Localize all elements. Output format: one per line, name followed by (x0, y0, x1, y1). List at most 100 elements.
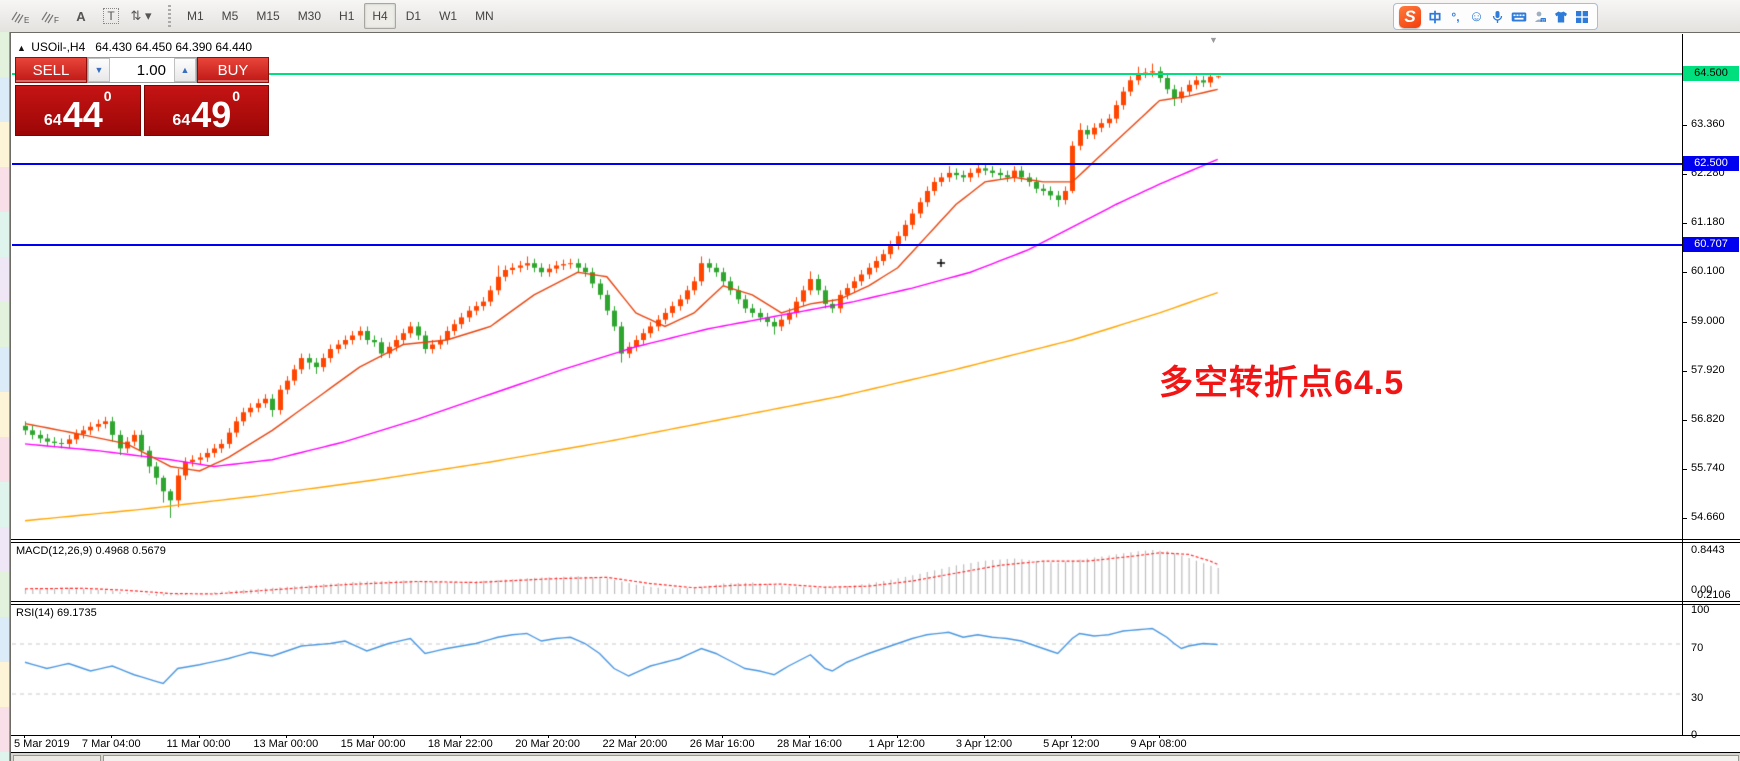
date-label: 22 Mar 20:00 (602, 738, 668, 750)
timeframe-button-w1[interactable]: W1 (439, 9, 458, 23)
buy-button[interactable]: BUY (197, 57, 269, 83)
svg-text:12: 12 (1541, 18, 1545, 22)
price-tick-label: 59.000 (1691, 314, 1725, 327)
date-label: 28 Mar 16:00 (777, 738, 842, 750)
price-chart-canvas[interactable] (12, 35, 1682, 538)
price-tick (1683, 272, 1687, 274)
date-label: 7 Mar 04:00 (81, 738, 141, 750)
date-label: 1 Apr 12:00 (868, 738, 925, 750)
indicator-axis-label: 30 (1691, 691, 1704, 704)
price-tick (1683, 173, 1687, 175)
tab-strip-box[interactable] (13, 755, 101, 761)
date-label: 18 Mar 22:00 (427, 738, 493, 750)
indicator-axis-label: 0.8443 (1691, 544, 1725, 556)
docked-window-edge (0, 32, 10, 761)
chart-shift-marker-icon[interactable]: ▼ (1209, 35, 1218, 45)
toolbox-icon[interactable] (1572, 7, 1591, 26)
text-tool-icon[interactable]: A (76, 8, 86, 24)
elliott-corrective-wave-icon[interactable]: F (38, 3, 64, 29)
price-tick-label: 56.820 (1691, 413, 1725, 426)
date-label: 13 Mar 00:00 (253, 738, 319, 750)
timeframe-button-m5[interactable]: M5 (221, 9, 239, 23)
svg-text:F: F (54, 16, 59, 24)
sell-price-display[interactable]: 64 44 0 (15, 85, 141, 136)
date-tick (722, 735, 724, 738)
price-badge-60.707: 60.707 (1683, 236, 1739, 252)
horizontal-line-60.707[interactable] (12, 243, 1682, 246)
timeframe-button-d1[interactable]: D1 (405, 9, 422, 23)
date-tick (547, 735, 549, 738)
macd-canvas[interactable] (12, 543, 1682, 601)
tab-strip-scroll[interactable] (103, 755, 1739, 761)
horizontal-line-62.5[interactable] (12, 162, 1682, 165)
date-tick (1158, 735, 1160, 738)
volume-increase-button[interactable]: ▲ (174, 58, 196, 82)
date-label: 26 Mar 16:00 (689, 738, 755, 750)
one-click-trading-panel: SELL ▼ 1.00 ▲ BUY 64 44 0 64 49 0 (15, 57, 269, 136)
date-tick (373, 735, 375, 738)
arrow-tools-icon[interactable]: ⇅ ▾ (130, 8, 152, 23)
emoji-icon[interactable]: ☺ (1468, 8, 1485, 25)
horizontal-line-64.5[interactable] (12, 72, 1682, 75)
timeframes-group: M1 M5 M15 M30 H1 H4 D1 W1 MN (178, 0, 503, 32)
text-label-icon[interactable]: T (98, 3, 124, 29)
timeframe-button-m30[interactable]: M30 (297, 9, 322, 23)
price-tick (1683, 223, 1687, 225)
date-axis-separator (11, 735, 1740, 736)
chart-title: ▲ USOil-,H4 64.430 64.450 64.390 64.440 (17, 40, 252, 54)
panel-separator[interactable] (11, 539, 1740, 540)
price-tick (1683, 517, 1687, 519)
date-tick (983, 735, 985, 738)
date-label: 15 Mar 00:00 (340, 738, 406, 750)
elliott-motive-wave-icon[interactable]: E (8, 3, 34, 29)
buy-price-point: 0 (232, 88, 241, 104)
volume-decrease-button[interactable]: ▼ (88, 58, 110, 82)
ime-toolbar: S °, ☺ 12 (1393, 3, 1598, 30)
skin-icon[interactable] (1551, 7, 1570, 26)
sell-button[interactable]: SELL (15, 57, 87, 83)
date-tick (896, 735, 898, 738)
punctuation-icon[interactable]: °, (1451, 9, 1460, 24)
soft-keyboard-icon[interactable] (1509, 7, 1528, 26)
panel-separator[interactable] (11, 604, 1740, 605)
toolbar-separator (168, 5, 171, 27)
sell-price-point: 0 (103, 88, 112, 104)
price-tick (1683, 125, 1687, 126)
date-tick (24, 735, 25, 738)
price-tick-label: 55.740 (1691, 462, 1725, 475)
volume-input[interactable]: 1.00 (136, 61, 166, 79)
sogou-logo-icon[interactable]: S (1399, 5, 1421, 28)
chart-window: 63.360 62.280 61.180 60.100 59.000 57.920 56.8… (10, 32, 1740, 761)
date-label: 20 Mar 20:00 (515, 738, 581, 750)
indicator-axis-label: 70 (1691, 641, 1704, 654)
sell-price-pips: 44 (62, 94, 103, 136)
rsi-canvas[interactable] (12, 605, 1682, 734)
timeframe-button-h1[interactable]: H1 (339, 9, 355, 23)
svg-text:E: E (24, 16, 29, 24)
buy-price-handle: 64 (172, 112, 191, 129)
one-click-collapse-icon[interactable]: ▲ (17, 43, 26, 53)
price-tick-label: 54.660 (1691, 510, 1725, 523)
chinese-english-toggle-icon[interactable] (1425, 7, 1444, 26)
price-tick-label: 60.100 (1691, 265, 1725, 278)
sell-price-handle: 64 (43, 112, 62, 129)
timeframe-button-h4[interactable]: H4 (364, 3, 396, 29)
timeframe-button-m15[interactable]: M15 (256, 9, 280, 23)
price-axis-separator (1682, 34, 1683, 736)
timeframe-button-mn[interactable]: MN (475, 9, 494, 23)
date-label: 5 Apr 12:00 (1043, 738, 1100, 750)
price-tick-label: 63.360 (1691, 118, 1725, 130)
bottom-tab-strip (11, 752, 1740, 761)
text-annotation[interactable]: 多空转折点64.5 (1159, 364, 1405, 402)
voice-input-icon[interactable] (1488, 7, 1507, 26)
timeframe-button-m1[interactable]: M1 (187, 9, 204, 23)
buy-price-display[interactable]: 64 49 0 (143, 85, 269, 136)
date-label: 3 Apr 12:00 (955, 738, 1013, 750)
panel-separator[interactable] (11, 601, 1740, 602)
account-icon[interactable]: 12 (1530, 7, 1549, 26)
buy-price-pips: 49 (191, 94, 232, 136)
indicator-axis-label: 0.00 (1691, 584, 1713, 596)
ohlc-values: 64.430 64.450 64.390 64.440 (95, 40, 253, 54)
panel-separator[interactable] (11, 542, 1740, 543)
